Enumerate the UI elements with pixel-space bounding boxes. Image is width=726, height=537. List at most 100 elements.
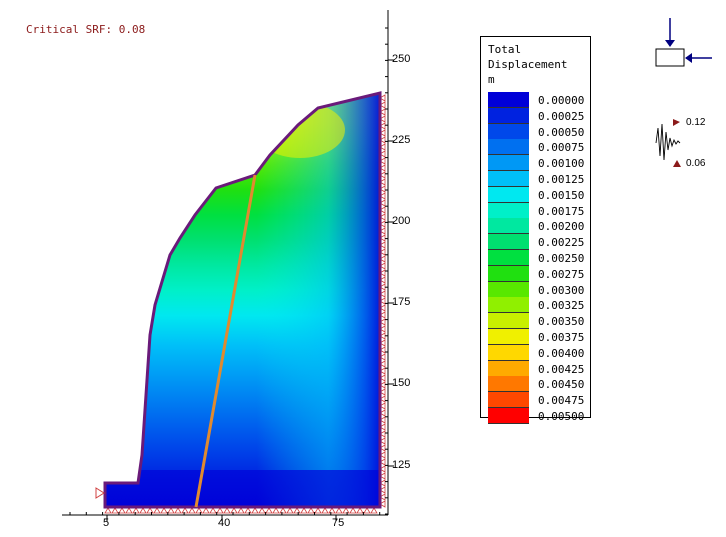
base-support-marker	[335, 507, 343, 514]
side-support-marker	[379, 143, 386, 151]
side-support-marker	[379, 227, 386, 235]
base-support-marker	[279, 507, 287, 514]
y-tick-label: 250	[392, 53, 411, 65]
legend-title-line-3: m	[488, 73, 495, 86]
base-support-marker	[111, 507, 119, 514]
legend-value: 0.00350	[538, 315, 585, 329]
legend-row: 0.00075	[488, 139, 588, 156]
side-support-marker	[379, 430, 386, 438]
side-support-marker	[379, 360, 386, 368]
legend-swatch	[488, 329, 529, 345]
base-support-marker	[370, 507, 378, 514]
legend-swatch	[488, 234, 529, 251]
legend-row: 0.00000	[488, 92, 588, 108]
legend-row: 0.00475	[488, 392, 588, 409]
base-support-marker	[167, 507, 175, 514]
base-support-marker	[251, 507, 259, 514]
side-support-marker	[379, 290, 386, 298]
base-support-marker	[307, 507, 315, 514]
boundary-support-markers	[104, 94, 386, 514]
base-support-marker	[265, 507, 273, 514]
legend-value: 0.00000	[538, 94, 585, 107]
legend-row: 0.00425	[488, 360, 588, 377]
legend-value: 0.00225	[538, 236, 585, 250]
legend-swatch	[488, 155, 529, 172]
side-support-marker	[379, 311, 386, 319]
legend-row: 0.00275	[488, 265, 588, 282]
legend-row: 0.00250	[488, 250, 588, 266]
left-restraint-marker	[95, 487, 105, 499]
base-support-marker	[321, 507, 329, 514]
side-support-marker	[379, 465, 386, 473]
legend-swatch	[488, 139, 529, 156]
legend-swatch	[488, 250, 529, 266]
side-support-marker	[379, 213, 386, 221]
base-support-marker	[356, 507, 364, 514]
legend-value: 0.00325	[538, 299, 585, 313]
legend-row: 0.00300	[488, 281, 588, 298]
legend-value: 0.00125	[538, 173, 585, 186]
legend-value: 0.00425	[538, 362, 585, 376]
legend-value: 0.00100	[538, 157, 585, 171]
side-support-marker	[379, 192, 386, 200]
side-support-marker	[379, 115, 386, 123]
side-support-marker	[379, 150, 386, 158]
side-support-marker	[379, 241, 386, 249]
x-tick-label: 40	[218, 517, 231, 529]
legend-value: 0.00175	[538, 204, 585, 218]
x-tick-label: 75	[332, 517, 345, 529]
side-support-marker	[379, 325, 386, 333]
side-support-marker	[379, 269, 386, 277]
y-tick-label: 125	[392, 459, 411, 471]
critical-failure-line	[194, 174, 257, 508]
legend-row: 0.00100	[488, 155, 588, 172]
side-support-marker	[379, 374, 386, 382]
base-support-marker	[146, 507, 154, 514]
legend-row: 0.00225	[488, 234, 588, 251]
legend-swatch	[488, 107, 529, 124]
base-support-marker	[153, 507, 161, 514]
legend-swatch	[488, 344, 529, 361]
side-support-marker	[379, 248, 386, 256]
base-support-marker	[139, 507, 147, 514]
legend-swatch	[488, 313, 529, 330]
displacement-legend: Total Displacement m 0.00000 0.00025 0.000…	[480, 36, 591, 424]
legend-swatch	[488, 297, 529, 314]
base-support-marker	[314, 507, 322, 514]
legend-value: 0.00375	[538, 331, 585, 344]
side-support-marker	[379, 206, 386, 214]
legend-value: 0.00300	[538, 283, 585, 297]
side-support-marker	[379, 101, 386, 109]
legend-row: 0.00150	[488, 186, 588, 203]
side-support-marker	[379, 220, 386, 228]
y-axis-ticks	[385, 27, 394, 515]
side-support-marker	[379, 423, 386, 431]
legend-row: 0.00450	[488, 376, 588, 393]
side-support-marker	[379, 94, 386, 102]
legend-value: 0.00150	[538, 188, 585, 202]
legend-row: 0.00400	[488, 344, 588, 361]
critical-srf-label: Critical SRF: 0.08	[26, 23, 146, 36]
x-tick-label: 5	[103, 517, 110, 529]
side-support-marker	[379, 178, 386, 186]
base-support-marker	[125, 507, 133, 514]
side-support-marker	[379, 479, 386, 487]
base-support-marker	[272, 507, 280, 514]
side-support-marker	[379, 409, 386, 417]
legend-swatch	[488, 92, 529, 108]
legend-value: 0.00075	[538, 141, 585, 155]
legend-row: 0.00200	[488, 218, 588, 235]
base-support-marker	[300, 507, 308, 514]
side-support-marker	[379, 122, 386, 130]
legend-row: 0.00375	[488, 329, 588, 345]
base-support-marker	[209, 507, 217, 514]
base-support-marker	[188, 507, 196, 514]
side-support-marker	[379, 353, 386, 361]
base-support-marker	[160, 507, 168, 514]
side-support-marker	[379, 199, 386, 207]
y-tick-label: 150	[392, 377, 411, 389]
base-support-marker	[223, 507, 231, 514]
base-support-marker	[202, 507, 210, 514]
legend-title-line-1: Total	[488, 43, 522, 56]
y-tick-label: 175	[392, 296, 411, 308]
